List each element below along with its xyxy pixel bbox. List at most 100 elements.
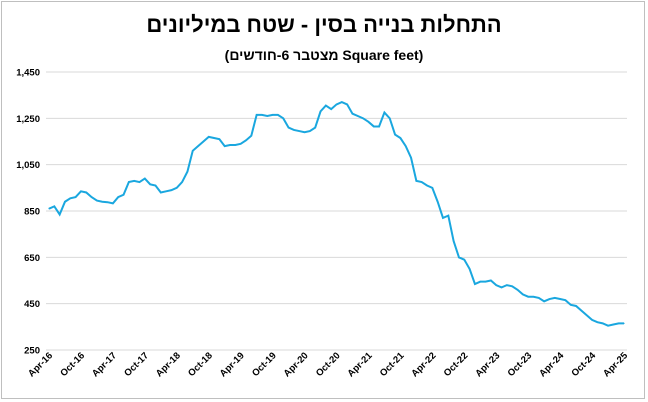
data-point (128, 181, 130, 183)
data-point (415, 180, 417, 182)
data-point (548, 298, 551, 300)
data-point (298, 130, 300, 132)
data-point (112, 202, 114, 204)
data-point (240, 143, 242, 145)
data-point (96, 199, 98, 202)
data-point (378, 125, 380, 128)
data-point (570, 304, 572, 306)
data-point (357, 115, 359, 117)
x-tick-label: Oct-22 (442, 350, 471, 379)
data-point (564, 299, 567, 301)
data-point (245, 139, 247, 141)
data-point (330, 108, 332, 110)
x-tick-label: Oct-18 (186, 350, 215, 379)
y-tick-label: 1,450 (16, 68, 40, 79)
data-point (351, 113, 354, 115)
data-point (59, 213, 61, 216)
data-point (469, 268, 471, 270)
data-point (256, 114, 258, 116)
data-point (176, 187, 178, 189)
data-point (394, 133, 396, 136)
x-tick-label: Oct-19 (250, 350, 279, 379)
data-point (463, 259, 465, 261)
data-point (64, 201, 66, 203)
data-point (367, 121, 370, 123)
data-point (234, 144, 236, 146)
data-point (607, 325, 609, 327)
data-point (282, 117, 284, 119)
data-point (213, 137, 215, 139)
data-point (325, 104, 327, 107)
x-tick-label: Oct-21 (378, 350, 407, 379)
y-tick-label: 250 (24, 346, 40, 357)
data-point (181, 181, 183, 183)
data-point (442, 217, 444, 219)
grid-lines (46, 71, 627, 351)
x-tick-label: Apr-24 (537, 350, 567, 380)
data-point (602, 322, 604, 324)
data-point (69, 197, 71, 199)
x-tick-label: Oct-17 (122, 350, 151, 379)
data-point (293, 129, 295, 131)
y-axis-ticks: 1,450 1,250 1,050 850 650 450 250 (16, 68, 40, 357)
data-point (618, 322, 620, 324)
data-point (506, 284, 508, 286)
x-tick-label: Apr-17 (90, 350, 119, 379)
data-point (490, 279, 492, 282)
data-point (202, 140, 204, 143)
data-point (272, 114, 274, 116)
data-point (538, 297, 540, 299)
data-point (474, 283, 476, 285)
x-tick-label: Apr-23 (473, 350, 502, 379)
data-point (559, 298, 561, 300)
data-point (543, 300, 545, 302)
data-point (447, 215, 449, 217)
data-point (495, 284, 497, 286)
y-tick-label: 850 (24, 207, 40, 218)
data-point (101, 201, 103, 203)
chart-title: התחלות בנייה בסין - שטח במיליונים (146, 12, 502, 37)
data-point (500, 286, 503, 289)
chart-subtitle: (Square feet מצטבר 6-חודשים) (224, 47, 424, 63)
data-point (192, 150, 194, 152)
x-tick-label: Apr-22 (409, 350, 438, 379)
data-point (458, 256, 460, 258)
data-point (218, 138, 220, 140)
data-point (484, 281, 487, 283)
data-point (437, 201, 439, 203)
data-point (160, 191, 162, 194)
y-tick-label: 1,050 (16, 160, 40, 171)
data-point (373, 125, 375, 128)
data-point (53, 205, 55, 207)
data-point (309, 130, 311, 132)
data-point (596, 321, 598, 323)
y-tick-label: 650 (24, 253, 40, 264)
data-point (48, 208, 50, 210)
data-point (341, 101, 343, 103)
data-point (133, 180, 135, 182)
data-point (431, 187, 433, 189)
data-point (90, 196, 93, 198)
x-tick-label: Apr-20 (282, 350, 311, 379)
data-point (554, 297, 556, 299)
data-point (138, 181, 141, 183)
data-point (165, 190, 167, 192)
data-point (80, 190, 82, 192)
data-point (527, 296, 529, 298)
data-point (117, 196, 119, 198)
data-point (85, 191, 87, 194)
data-point (261, 114, 263, 116)
data-point (75, 196, 77, 198)
x-tick-label: Apr-19 (218, 350, 247, 379)
y-tick-label: 450 (24, 299, 40, 310)
data-point (586, 314, 588, 316)
data-point (426, 184, 428, 187)
data-point (389, 117, 391, 119)
data-point (149, 183, 151, 185)
data-point (303, 131, 306, 133)
data-point (383, 111, 386, 114)
data-point (532, 296, 535, 298)
x-axis-ticks: Apr-16 Oct-16 Apr-17 Oct-17 Apr-18 Oct-18 Apr-… (26, 350, 631, 380)
